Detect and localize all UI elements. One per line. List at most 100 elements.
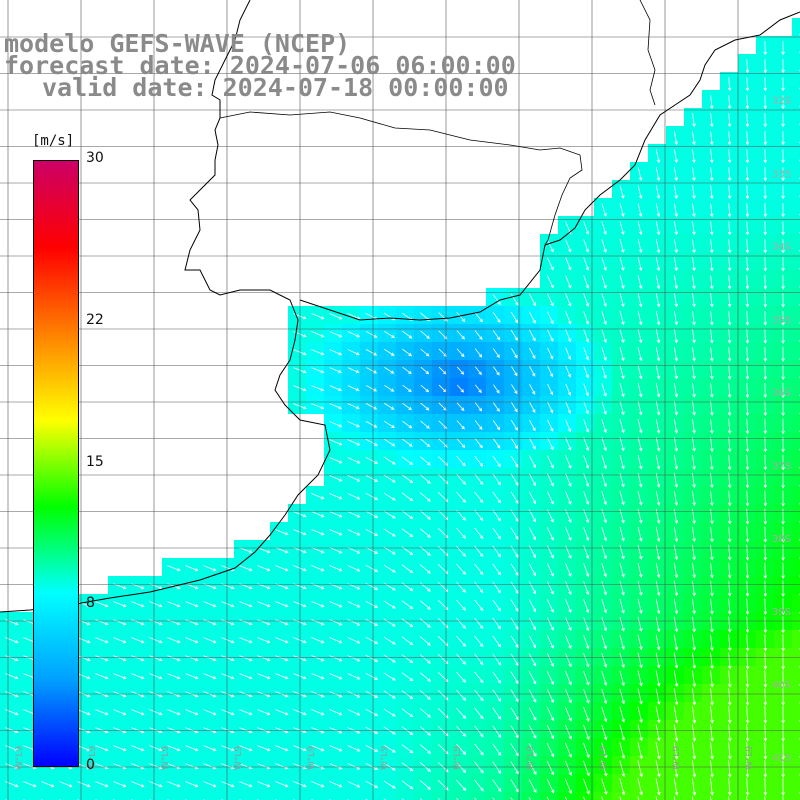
wind-arrow <box>546 581 554 595</box>
wind-arrow <box>692 382 696 398</box>
wind-arrow <box>474 671 484 684</box>
wind-arrow <box>655 544 661 561</box>
wind-arrow <box>77 709 91 716</box>
wind-arrow <box>781 688 785 706</box>
wind-cell <box>378 792 396 800</box>
wind-arrow <box>781 724 785 742</box>
wind-arrow <box>781 310 785 326</box>
wind-arrow <box>601 724 608 741</box>
wind-arrow <box>528 491 536 505</box>
wind-arrow <box>221 637 235 644</box>
wind-arrow <box>619 688 626 705</box>
wind-arrow <box>547 437 554 451</box>
wind-arrow <box>745 778 750 796</box>
wind-arrow <box>492 635 501 648</box>
wind-arrow <box>474 312 483 323</box>
wind-arrow <box>311 331 325 338</box>
wind-arrow <box>655 167 661 182</box>
wind-arrow <box>673 562 679 579</box>
wind-arrow <box>565 617 572 631</box>
model-title: modelo GEFS-WAVE (NCEP) <box>4 29 351 58</box>
wind-arrow <box>583 365 589 379</box>
wind-arrow <box>763 562 768 579</box>
wind-arrow <box>492 599 501 612</box>
wind-arrow <box>329 601 343 608</box>
wind-arrow <box>745 418 750 435</box>
wind-arrow <box>710 400 714 416</box>
wind-cell <box>792 684 800 702</box>
wind-arrow <box>637 634 643 651</box>
wind-arrow <box>710 562 714 579</box>
wind-arrow <box>601 581 608 596</box>
wind-arrow <box>727 167 732 182</box>
wind-arrow <box>185 673 199 680</box>
wind-arrow <box>419 636 431 646</box>
wind-arrow <box>745 167 750 182</box>
wind-arrow <box>510 293 519 306</box>
wind-arrow <box>365 330 378 338</box>
wind-cell <box>792 324 800 342</box>
wind-arrow <box>583 293 590 307</box>
wind-arrow <box>329 565 343 572</box>
wind-arrow <box>637 347 643 362</box>
wind-arrow <box>763 454 768 471</box>
wind-arrow <box>710 778 714 796</box>
wind-arrow <box>583 581 590 596</box>
wind-arrow <box>710 544 714 561</box>
wind-cell <box>774 792 792 800</box>
wind-arrow <box>727 275 732 290</box>
wind-arrow <box>185 601 199 608</box>
wind-arrow <box>529 384 536 395</box>
wind-arrow <box>583 724 590 741</box>
wind-arrow <box>655 383 661 398</box>
wind-arrow <box>95 673 109 680</box>
wind-arrow <box>383 474 396 483</box>
wind-arrow <box>41 781 55 788</box>
wind-arrow <box>383 780 396 789</box>
wind-arrow <box>565 239 572 253</box>
wind-arrow <box>329 547 343 554</box>
wind-arrow <box>655 490 661 506</box>
wind-arrow <box>727 544 732 561</box>
wind-arrow <box>347 421 360 428</box>
wind-arrow <box>710 724 714 742</box>
wind-arrow <box>728 670 732 688</box>
wind-arrow <box>401 438 413 447</box>
wind-cell <box>792 558 800 576</box>
wind-arrow <box>673 796 676 800</box>
wind-arrow <box>655 275 661 290</box>
wind-arrow <box>221 745 235 752</box>
wind-arrow <box>203 565 217 572</box>
wind-arrow <box>131 781 145 788</box>
wind-arrow <box>456 366 465 375</box>
wind-arrow <box>583 652 590 668</box>
wind-arrow <box>293 349 307 356</box>
wind-arrow <box>710 526 714 543</box>
wind-arrow <box>383 510 396 519</box>
wind-cell <box>792 504 800 522</box>
wind-arrow <box>745 652 750 670</box>
wind-arrow <box>383 438 396 447</box>
wind-arrow <box>456 671 466 683</box>
wind-arrow <box>728 652 732 670</box>
wind-arrow <box>583 473 590 488</box>
wind-arrow <box>456 312 466 323</box>
wind-arrow <box>239 781 253 788</box>
wind-arrow <box>691 760 697 778</box>
wind-arrow <box>493 366 500 376</box>
wind-arrow <box>546 742 555 758</box>
longitude-label: W°L9 <box>453 746 463 770</box>
wind-arrow <box>763 77 768 92</box>
wind-arrow <box>420 402 430 411</box>
wind-cell <box>792 738 800 756</box>
wind-arrow <box>383 600 396 609</box>
latitude-label: 38S <box>772 534 791 545</box>
wind-arrow <box>474 599 484 612</box>
wind-cell <box>612 792 630 800</box>
wind-arrow <box>492 581 501 594</box>
wind-arrow <box>365 403 378 410</box>
wind-cell <box>396 792 414 800</box>
forecast-date: forecast date: 2024-07-06 06:00:00 <box>4 51 516 80</box>
wind-arrow <box>781 203 785 218</box>
wind-arrow <box>474 707 484 720</box>
